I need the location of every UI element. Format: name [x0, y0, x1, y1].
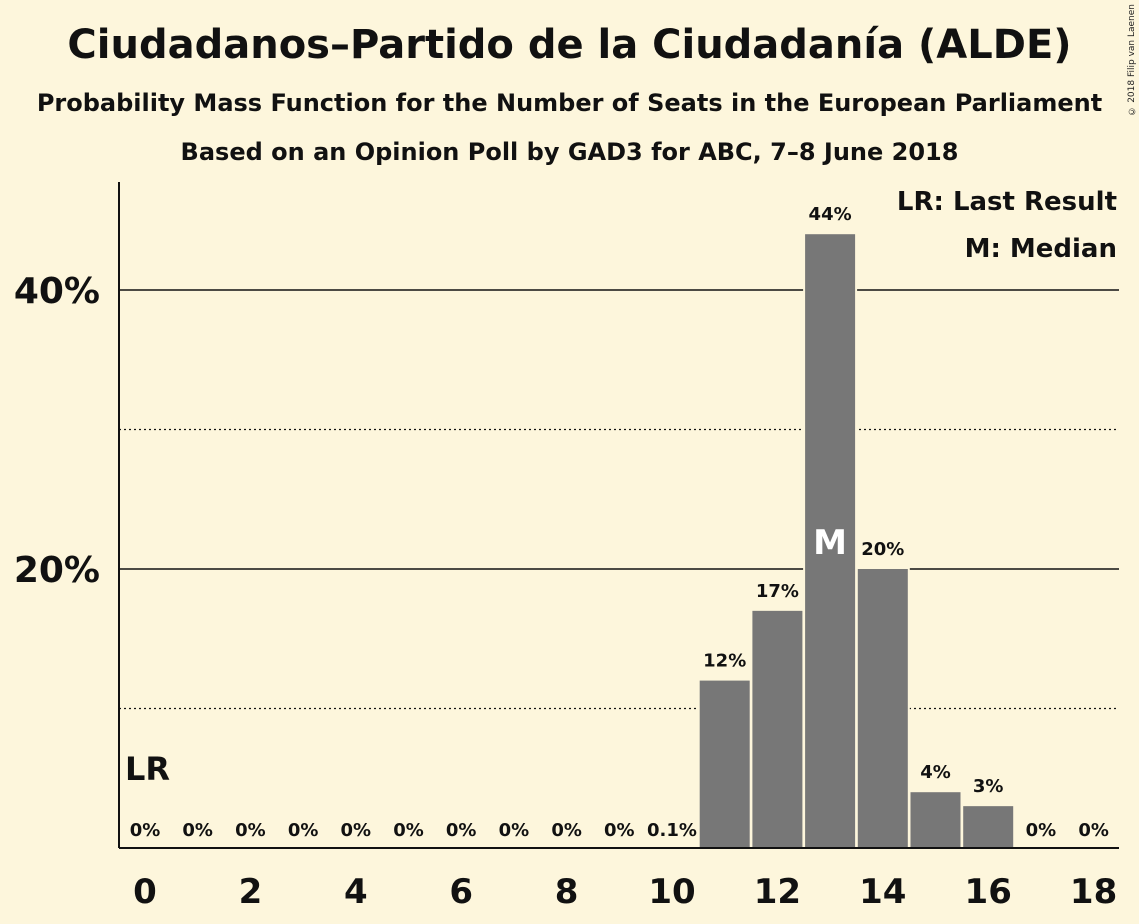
bar-value-label: 0.1% [647, 820, 697, 841]
bar-value-label: 20% [861, 539, 904, 560]
bar-value-label: 44% [809, 204, 852, 225]
bar-value-label: 0% [499, 820, 530, 841]
x-tick-label: 6 [449, 872, 473, 912]
bar [857, 569, 908, 848]
bar-value-label: 0% [604, 820, 635, 841]
bar-value-label: 0% [551, 820, 582, 841]
x-tick-label: 10 [648, 872, 695, 912]
bar [752, 610, 803, 848]
y-tick-label: 20% [14, 550, 100, 591]
bar-value-label: 12% [703, 651, 746, 672]
bar-value-label: 4% [920, 762, 951, 783]
x-tick-label: 2 [239, 872, 263, 912]
y-tick-label: 40% [14, 271, 100, 312]
bar-value-label: 0% [341, 820, 372, 841]
x-tick-label: 18 [1070, 872, 1117, 912]
bar [910, 792, 961, 848]
x-tick-label: 12 [754, 872, 801, 912]
bar [699, 680, 750, 848]
bar-value-label: 0% [235, 820, 266, 841]
x-tick-label: 14 [859, 872, 906, 912]
x-tick-label: 0 [133, 872, 157, 912]
bar-value-label: 0% [1026, 820, 1057, 841]
bar-value-label: 0% [446, 820, 477, 841]
x-tick-label: 8 [555, 872, 579, 912]
bar-value-label: 3% [973, 776, 1004, 797]
bar-value-label: 17% [756, 581, 799, 602]
median-marker: M [813, 523, 847, 563]
bar-value-label: 0% [182, 820, 213, 841]
chart-title: Ciudadanos–Partido de la Ciudadanía (ALD… [67, 22, 1072, 68]
bar-value-label: 0% [393, 820, 424, 841]
legend-median: M: Median [965, 234, 1117, 264]
last-result-marker: LR [125, 750, 170, 788]
bar-value-label: 0% [130, 820, 161, 841]
bar [963, 806, 1014, 848]
legend-last-result: LR: Last Result [897, 187, 1117, 217]
bar-value-label: 0% [1078, 820, 1109, 841]
bar-value-label: 0% [288, 820, 319, 841]
x-tick-label: 16 [965, 872, 1012, 912]
bar [805, 234, 856, 848]
chart-source-line: Based on an Opinion Poll by GAD3 for ABC… [180, 138, 959, 166]
chart-subtitle: Probability Mass Function for the Number… [36, 89, 1103, 117]
x-tick-label: 4 [344, 872, 368, 912]
